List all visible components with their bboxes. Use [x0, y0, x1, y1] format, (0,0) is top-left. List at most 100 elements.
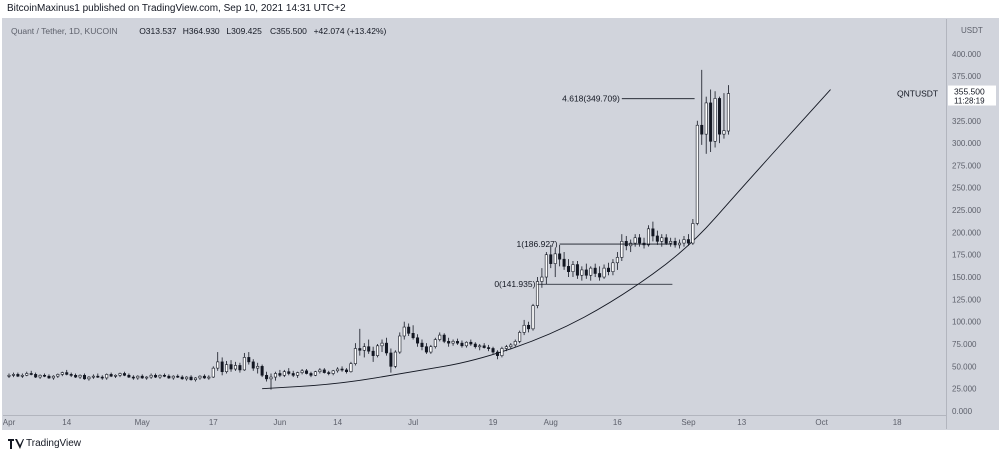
candle[interactable]	[362, 343, 366, 358]
candle[interactable]	[713, 91, 717, 148]
candle[interactable]	[562, 252, 566, 270]
candle[interactable]	[69, 372, 73, 378]
candle[interactable]	[500, 346, 504, 358]
candle[interactable]	[20, 373, 24, 378]
candle[interactable]	[451, 339, 455, 346]
candle[interactable]	[522, 319, 526, 336]
candle[interactable]	[251, 359, 255, 371]
candle[interactable]	[553, 248, 557, 278]
candle[interactable]	[122, 371, 126, 377]
candle[interactable]	[509, 343, 513, 350]
candle[interactable]	[420, 339, 424, 351]
candle[interactable]	[580, 266, 584, 281]
candle[interactable]	[384, 337, 388, 356]
candle[interactable]	[718, 96, 722, 144]
candle[interactable]	[700, 69, 704, 145]
candle[interactable]	[402, 321, 406, 340]
candle[interactable]	[495, 350, 499, 360]
candle[interactable]	[131, 375, 135, 380]
candle[interactable]	[185, 376, 189, 381]
candle[interactable]	[438, 332, 442, 342]
candle[interactable]	[535, 277, 539, 309]
candle[interactable]	[527, 321, 531, 333]
candle[interactable]	[82, 373, 86, 380]
candle[interactable]	[331, 369, 335, 376]
candle[interactable]	[389, 348, 393, 373]
candle[interactable]	[87, 376, 91, 381]
candle[interactable]	[651, 221, 655, 242]
candle[interactable]	[447, 337, 451, 347]
candle[interactable]	[171, 375, 175, 380]
candle[interactable]	[598, 266, 602, 281]
candle[interactable]	[149, 373, 153, 379]
candle[interactable]	[704, 96, 708, 154]
candle[interactable]	[615, 252, 619, 270]
candle[interactable]	[358, 328, 362, 356]
candle[interactable]	[482, 343, 486, 349]
candle[interactable]	[105, 373, 109, 380]
candle[interactable]	[633, 234, 637, 247]
candle[interactable]	[211, 366, 215, 378]
candle[interactable]	[282, 369, 286, 378]
candle[interactable]	[602, 264, 606, 279]
candle[interactable]	[11, 372, 15, 378]
candle[interactable]	[513, 339, 517, 347]
candle[interactable]	[278, 369, 282, 378]
candle[interactable]	[473, 342, 477, 349]
candle[interactable]	[664, 234, 668, 245]
candle[interactable]	[669, 237, 673, 247]
candle[interactable]	[424, 343, 428, 354]
candle[interactable]	[145, 376, 149, 380]
candle[interactable]	[25, 371, 29, 377]
candle[interactable]	[376, 344, 380, 358]
candle[interactable]	[96, 373, 100, 378]
candle[interactable]	[678, 239, 682, 249]
candle[interactable]	[180, 375, 184, 380]
candle[interactable]	[429, 344, 433, 354]
candle[interactable]	[158, 374, 162, 379]
price-chart[interactable]: 4.618(349.709) 1(186.927) 0(141.935) 0.000…	[3, 19, 998, 429]
candle[interactable]	[407, 323, 411, 336]
candle[interactable]	[118, 372, 122, 378]
candle[interactable]	[56, 373, 60, 378]
candle[interactable]	[176, 374, 180, 378]
candle[interactable]	[256, 362, 260, 374]
candle[interactable]	[43, 373, 47, 378]
candle[interactable]	[464, 341, 468, 348]
candle[interactable]	[216, 352, 220, 371]
candle[interactable]	[682, 235, 686, 247]
chart-area[interactable]: 4.618(349.709) 1(186.927) 0(141.935) 0.000…	[2, 18, 999, 430]
candle[interactable]	[624, 235, 628, 251]
candle[interactable]	[660, 234, 664, 247]
candle[interactable]	[340, 366, 344, 372]
candle[interactable]	[686, 234, 690, 246]
candle[interactable]	[136, 375, 140, 380]
candle[interactable]	[16, 372, 20, 378]
candle[interactable]	[225, 360, 229, 374]
candle[interactable]	[300, 369, 304, 375]
candle[interactable]	[291, 370, 295, 378]
candle[interactable]	[273, 371, 277, 381]
candle[interactable]	[313, 370, 317, 377]
candle[interactable]	[607, 262, 611, 276]
candle[interactable]	[380, 339, 384, 353]
candle[interactable]	[265, 371, 269, 382]
candle[interactable]	[269, 373, 273, 390]
candle[interactable]	[531, 303, 535, 331]
candle[interactable]	[691, 219, 695, 245]
candle[interactable]	[411, 325, 415, 340]
candle[interactable]	[478, 344, 482, 351]
candle[interactable]	[247, 352, 251, 365]
candle[interactable]	[189, 375, 193, 381]
candle[interactable]	[558, 244, 562, 267]
candle[interactable]	[487, 344, 491, 352]
candle[interactable]	[469, 339, 473, 346]
candle[interactable]	[47, 374, 51, 379]
candle[interactable]	[220, 357, 224, 376]
candle[interactable]	[655, 230, 659, 245]
candle[interactable]	[238, 362, 242, 373]
candle[interactable]	[695, 120, 699, 226]
candle[interactable]	[456, 338, 460, 345]
candle[interactable]	[242, 352, 246, 371]
candle[interactable]	[571, 260, 575, 278]
